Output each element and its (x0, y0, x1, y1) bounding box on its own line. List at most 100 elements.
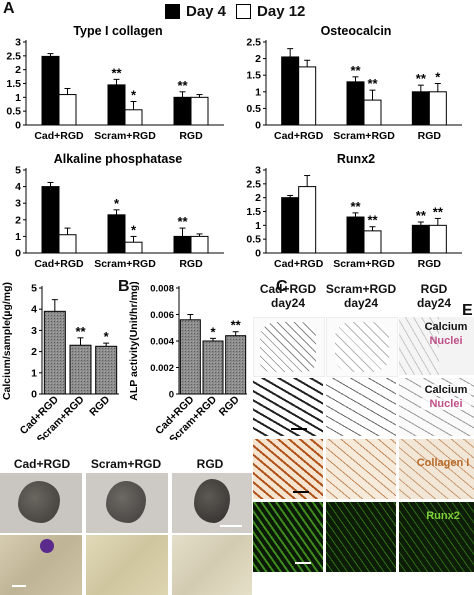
chart-osteo-ytick-label: 1.5 (246, 70, 261, 82)
legend-label-day4: Day 4 (186, 3, 227, 20)
chart-runx2-bar (411, 224, 430, 254)
chart-osteo-ytick-label: 0 (255, 120, 261, 132)
photo-e-calcium2-rgd: Calcium Nuclei (399, 378, 474, 436)
chart-alp-ytick-label: 0 (15, 248, 21, 260)
chart-type1-ytick-label: 1 (15, 92, 21, 104)
chart-osteo-sig-marker: * (435, 70, 441, 85)
chart-alpact-ytick-label: 0.008 (150, 284, 174, 295)
chart-calcium-bar (69, 344, 92, 395)
chart-alp-bar (58, 234, 77, 254)
stain-label-row1-a: Calcium (424, 321, 468, 333)
chart-osteo-xtick-label: Scram+RGD (333, 130, 395, 142)
chart-type1-xtick-label: Cad+RGD (34, 130, 84, 142)
chart-runx2-title: Runx2 (337, 152, 375, 166)
chart-type1-bar (41, 55, 60, 126)
panel-label-e: E (462, 302, 473, 319)
photo-e-calcium1-rgd: Calcium Nuclei (399, 317, 474, 375)
chart-alp-bar (124, 241, 143, 254)
chart-runx2: Runx2 0 0.5 1 1.5 2 2.53 Cad+RGD ** ** Scram+RGD **… (246, 152, 462, 270)
chart-calcium-plot: 012345Calcium/sample(µg/mg)Cad+RGD**Scra… (1, 282, 119, 440)
panel-e-header-scram: Scram+RGD day24 (325, 282, 397, 310)
chart-alp-xtick-label: Cad+RGD (34, 258, 84, 270)
chart-alp-ytick-label: 1 (15, 231, 21, 243)
photo-e-runx2-scram (326, 502, 396, 572)
chart-osteo-xtick-label: Cad+RGD (274, 130, 324, 142)
chart-type1-xtick-label: Scram+RGD (94, 130, 156, 142)
chart-runx2-bar (281, 197, 300, 254)
photo-d-rgd-micro (172, 535, 252, 595)
photo-e-calcium2-cad (253, 378, 323, 436)
chart-type1-ytick-label: 0 (15, 120, 21, 132)
chart-alp-xtick-label: RGD (179, 258, 203, 270)
chart-alpact-ytick-label: 0.004 (150, 337, 174, 348)
photo-e-collagen-rgd: Collagen I (399, 439, 474, 499)
panel-d-header-scram: Scram+RGD (90, 457, 162, 471)
chart-type1-bar (190, 96, 209, 126)
stain-label-row1-b: Nuclei (429, 335, 463, 347)
chart-type1-ytick-label: 2.5 (6, 50, 21, 62)
chart-alp-plot: Alkaline phosphatase012345Cad+RGD**Scram… (15, 152, 224, 270)
chart-type1-title: Type I collagen (73, 24, 162, 38)
chart-type1-ytick-label: 2 (15, 64, 21, 76)
chart-calcium: 012345Calcium/sample(µg/mg)Cad+RGD**Scra… (1, 282, 119, 440)
stain-label-row2-b: Nuclei (421, 398, 471, 410)
chart-type1-bar (107, 84, 126, 126)
legend-label-day12: Day 12 (257, 3, 306, 20)
chart-calcium-ylabel: Calcium/sample(µg/mg) (1, 282, 13, 400)
panel-d-header-cad: Cad+RGD (13, 457, 71, 471)
legend-swatch-day12 (236, 4, 252, 19)
chart-type1-ytick-label: 3 (15, 37, 21, 49)
chart-calcium-ytick-label: 4 (31, 304, 37, 316)
chart-runx2-sig-marker: ** (367, 213, 378, 228)
chart-runx2-xtick-label: RGD (418, 258, 442, 270)
panel-e-header-rgd: RGD day24 (416, 282, 452, 310)
chart-legend: Day 4 Day 12 (165, 3, 305, 20)
panel-label-a: A (3, 0, 15, 17)
panel-e: Cad+RGD day24 Scram+RGD day24 RGD day24 … (253, 282, 474, 595)
chart-alpact-bar (225, 335, 247, 395)
chart-runx2-ytick-label: 3 (255, 165, 261, 177)
chart-alkaline-phosphatase: Alkaline phosphatase012345Cad+RGD**Scram… (15, 152, 224, 270)
chart-calcium-ytick-label: 1 (31, 367, 37, 379)
chart-osteo-bar (428, 91, 447, 126)
chart-alpact-xtick-label: RGD (217, 393, 242, 418)
chart-runx2-ytick-label: 2 (255, 192, 261, 204)
chart-alp-activity: 0 0.002 0.004 0.006 0.008 ALP activity(Unit/h… (128, 282, 247, 440)
chart-runx2-plot: Runx2 0 0.5 1 1.5 2 2.53 Cad+RGD ** ** Scram+RGD **… (246, 152, 462, 270)
chart-calcium-sig-marker: * (104, 329, 110, 344)
chart-runx2-sig-marker: ** (350, 199, 361, 214)
chart-type1-collagen: Type I collagen00.511.522.53Cad+RGD***Sc… (6, 24, 224, 142)
chart-type1-ytick-label: 1.5 (6, 78, 21, 90)
chart-osteocalcin: Osteocalcin 0 0.5 1 1.5 2 2.5 Cad+RGD ** ** Scram+… (246, 24, 462, 142)
chart-osteo-bar (363, 99, 382, 126)
chart-calcium-ytick-label: 0 (31, 389, 37, 401)
chart-alpact-ytick-label: 0.002 (150, 363, 174, 374)
photo-e-calcium1-cad (253, 317, 325, 377)
chart-runx2-ytick-label: 1.5 (246, 206, 261, 218)
photo-e-collagen-scram (326, 439, 396, 499)
stain-label-row2-a: Calcium (421, 384, 471, 396)
chart-osteo-ytick-label: 0.5 (246, 103, 261, 115)
chart-osteo-xtick-label: RGD (418, 130, 442, 142)
chart-calcium-ytick-label: 3 (31, 325, 37, 337)
chart-osteo-bar (346, 81, 365, 126)
chart-runx2-ytick-label: 0.5 (246, 234, 261, 246)
chart-alp-ytick-label: 3 (15, 198, 21, 210)
chart-calcium-xtick-label: RGD (87, 393, 112, 418)
photo-e-collagen-cad (253, 439, 323, 499)
chart-alp-bar (190, 235, 209, 254)
chart-alp-bar (173, 235, 192, 254)
photo-e-calcium1-scram (326, 317, 398, 377)
chart-runx2-ytick-label: 2.5 (246, 178, 261, 190)
chart-calcium-sig-marker: ** (75, 324, 86, 339)
chart-osteo-bar (281, 56, 300, 126)
chart-alp-sig-marker: * (131, 222, 137, 237)
chart-alp-sig-marker: * (114, 196, 120, 211)
chart-alp-ytick-label: 4 (15, 181, 21, 193)
chart-alp-ytick-label: 5 (15, 165, 21, 177)
stain-label-row4: Runx2 (426, 510, 460, 522)
chart-type1-bar (124, 109, 143, 126)
chart-osteo-plot: Osteocalcin 0 0.5 1 1.5 2 2.5 Cad+RGD ** ** Scram+… (246, 24, 462, 142)
chart-alpact-bar (202, 340, 224, 395)
chart-alpact-sig-marker: * (210, 324, 216, 339)
